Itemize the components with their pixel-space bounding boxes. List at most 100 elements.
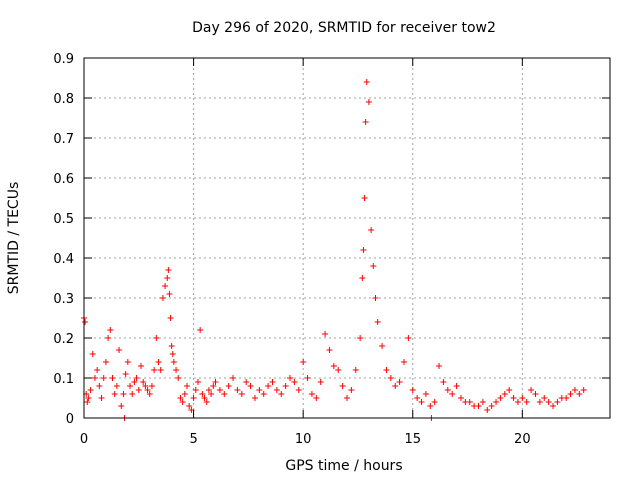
data-point [251,395,258,401]
x-tick-label: 20 [514,432,531,447]
data-point [265,383,272,389]
data-point [216,387,223,393]
x-axis-title: GPS time / hours [285,458,402,474]
data-point [82,319,89,325]
data-point [368,227,375,233]
data-point [396,379,403,385]
x-tick-label: 5 [189,432,197,447]
data-point [85,395,92,401]
data-point [256,387,263,393]
data-point [165,267,172,273]
data-point [405,335,412,341]
data-point [431,399,438,405]
data-point [580,387,587,393]
data-point [576,391,583,397]
data-point [308,391,315,397]
data-point [567,391,574,397]
data-point [422,391,429,397]
data-point [554,399,561,405]
data-point [449,391,456,397]
data-point [357,335,364,341]
data-point [192,387,199,393]
data-point [181,391,188,397]
data-point [536,399,543,405]
data-point [166,291,173,297]
data-point [392,383,399,389]
data-point [230,375,237,381]
data-point [453,383,460,389]
data-point [488,403,495,409]
data-point [335,367,342,373]
data-point [102,359,109,365]
data-point [409,387,416,393]
data-point [155,359,162,365]
data-point [440,379,447,385]
data-point [225,383,232,389]
data-point [291,379,298,385]
data-point [383,367,390,373]
data-point [359,275,366,281]
data-point [475,403,482,409]
data-point [362,119,369,125]
data-point [170,359,177,365]
data-point [116,347,123,353]
data-point [208,391,215,397]
data-point [352,367,359,373]
data-point [339,383,346,389]
data-point [514,399,521,405]
data-point [326,347,333,353]
data-point [167,315,174,321]
data-point [484,407,491,413]
data-point [427,403,434,409]
data-point [501,391,508,397]
data-point [124,359,131,365]
data-point [107,327,114,333]
data-point [243,379,250,385]
y-tick-label: 0.5 [53,212,74,227]
data-point [140,379,147,385]
data-point [506,387,513,393]
data-point [541,395,548,401]
data-point [379,343,386,349]
data-point [317,379,324,385]
data-point [322,331,329,337]
data-point [571,387,578,393]
data-point [148,383,155,389]
data-point [344,395,350,401]
y-tick-label: 0.2 [53,332,74,347]
data-point [197,327,204,333]
data-point [89,351,96,357]
data-point [177,395,184,401]
data-point [159,295,166,301]
data-point [361,195,368,201]
data-point [300,359,307,365]
y-tick-label: 0.4 [53,252,74,267]
data-point [493,399,500,405]
data-point [247,383,254,389]
data-point [414,395,421,401]
data-point [313,395,320,401]
data-point [111,391,118,397]
data-point [186,403,193,409]
data-point [175,375,182,381]
data-point [287,375,294,381]
data-point [199,391,206,397]
data-point [168,343,175,349]
data-point [550,403,557,409]
data-point [269,379,276,385]
data-point [479,399,486,405]
y-tick-label: 0.6 [53,172,74,187]
data-point [153,335,160,341]
data-point [545,399,552,405]
data-point [100,375,107,381]
data-point [348,387,355,393]
data-point [221,391,228,397]
data-point [374,319,381,325]
data-point [109,375,116,381]
data-point [304,375,311,381]
y-tick-label: 0.1 [53,372,74,387]
data-point [164,275,171,281]
x-tick-label: 15 [404,432,421,447]
data-point [105,335,112,341]
